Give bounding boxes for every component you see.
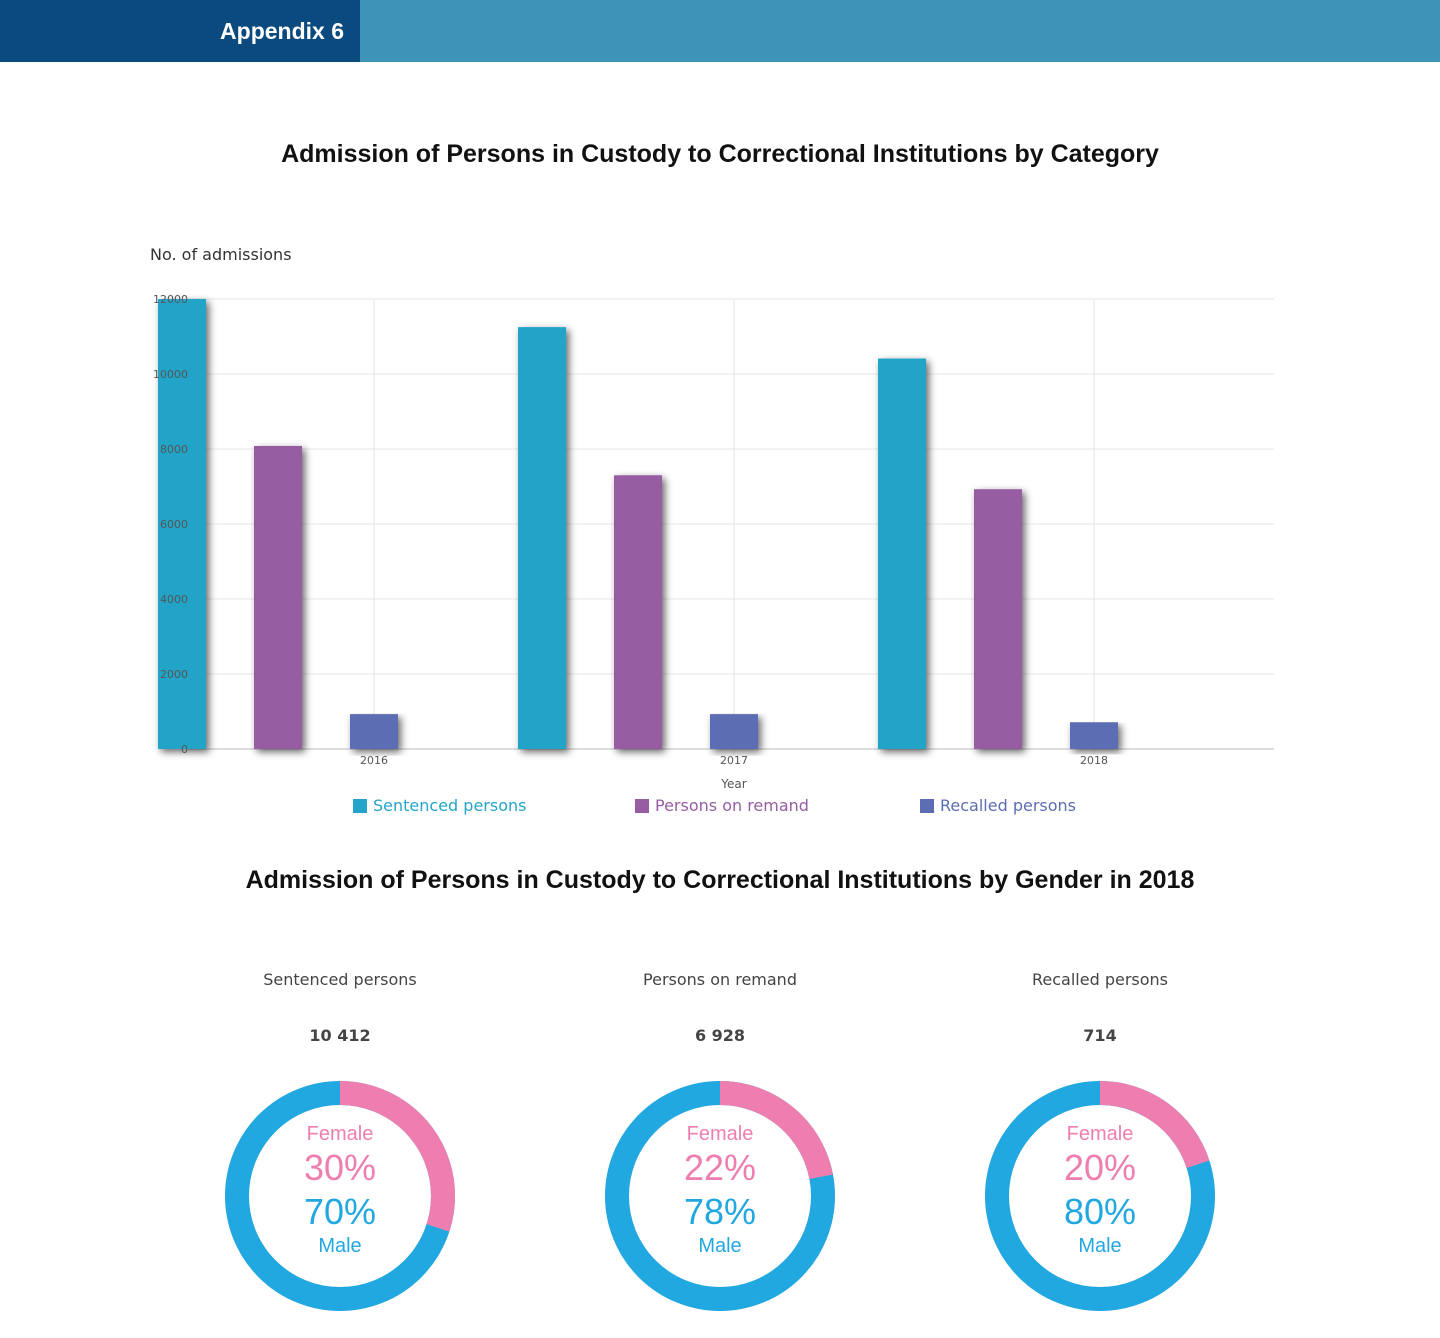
donut-section-title: Admission of Persons in Custody to Corre…: [245, 866, 1195, 894]
donut-female-percent: 30%: [304, 1147, 376, 1188]
donut-total: 6 928: [694, 1026, 746, 1045]
x-tick-label: 2017: [720, 754, 748, 767]
y-tick-label: 6000: [160, 518, 188, 531]
legend-swatch: [635, 798, 649, 813]
y-tick-label: 12000: [153, 293, 188, 306]
donut-male-label: Male: [318, 1235, 361, 1257]
bar-sentenced-persons-2016[interactable]: [158, 299, 206, 749]
donut-female-label: Female: [1067, 1123, 1134, 1145]
donut-label: Recalled persons: [1032, 970, 1168, 989]
bar-sentenced-persons-2018[interactable]: [878, 358, 926, 749]
donut-male-percent: 70%: [304, 1191, 376, 1232]
donut-male-percent: 78%: [684, 1191, 756, 1232]
ticks: 0 2000 4000 6000 8000 10000 12000 2016 2017 2018: [153, 293, 1108, 767]
donut-panel-remand: Persons on remand 6 928 Female 22% 78% Male: [530, 960, 910, 1316]
bar-persons-on-remand-2017[interactable]: [614, 475, 662, 749]
x-tick-label: 2016: [360, 754, 388, 767]
appendix-tag: Appendix 6: [0, 0, 360, 62]
legend-item-remand[interactable]: Persons on remand: [635, 796, 809, 815]
donut-male-label: Male: [698, 1235, 741, 1257]
donut-panel-recalled: Recalled persons 714 Female 20% 80% Male: [910, 960, 1290, 1316]
donut-female-arc[interactable]: [605, 1081, 835, 1311]
donut-female-percent: 22%: [684, 1147, 756, 1188]
donut-female-arc[interactable]: [985, 1081, 1215, 1311]
bars: [158, 299, 1118, 749]
y-tick-label: 0: [181, 743, 188, 756]
donut-total: 10 412: [309, 1026, 371, 1045]
bar-recalled-persons-2017[interactable]: [710, 714, 758, 749]
donut-male-label: Male: [1078, 1235, 1121, 1257]
donut-total: 714: [1083, 1026, 1117, 1045]
x-tick-label: 2018: [1080, 754, 1108, 767]
legend-swatch: [353, 798, 367, 813]
y-axis-label: No. of admissions: [150, 245, 292, 264]
y-tick-label: 2000: [160, 668, 188, 681]
bar-persons-on-remand-2016[interactable]: [254, 446, 302, 749]
donut-label: Persons on remand: [643, 970, 797, 989]
legend-item-recalled[interactable]: Recalled persons: [920, 796, 1076, 815]
legend-label: Recalled persons: [940, 796, 1076, 815]
bar-chart: No. of admissions 0 2000 4000 6000 8000 10000…: [150, 245, 1274, 791]
donut-male-percent: 80%: [1064, 1191, 1136, 1232]
bar-chart-title: Admission of Persons in Custody to Corre…: [281, 140, 1159, 168]
legend-swatch: [920, 798, 934, 813]
donut-female-label: Female: [307, 1123, 374, 1145]
donut-female-percent: 20%: [1064, 1147, 1136, 1188]
bar-persons-on-remand-2018[interactable]: [974, 489, 1022, 749]
y-tick-label: 4000: [160, 593, 188, 606]
y-tick-label: 8000: [160, 443, 188, 456]
donut-female-arc[interactable]: [225, 1081, 455, 1311]
y-tick-label: 10000: [153, 368, 188, 381]
bar-recalled-persons-2018[interactable]: [1070, 722, 1118, 749]
donut-female-label: Female: [687, 1123, 754, 1145]
legend-item-sentenced[interactable]: Sentenced persons: [353, 796, 526, 815]
legend-label: Sentenced persons: [373, 796, 527, 815]
bar-recalled-persons-2016[interactable]: [350, 714, 398, 749]
x-axis-label: Year: [720, 777, 746, 791]
grid: [188, 298, 1274, 755]
bar-sentenced-persons-2017[interactable]: [518, 327, 566, 749]
legend-label: Persons on remand: [655, 796, 809, 815]
donut-label: Sentenced persons: [263, 970, 417, 989]
donut-panel-sentenced: Sentenced persons 10 412 Female 30% 70% Mal…: [150, 960, 530, 1316]
